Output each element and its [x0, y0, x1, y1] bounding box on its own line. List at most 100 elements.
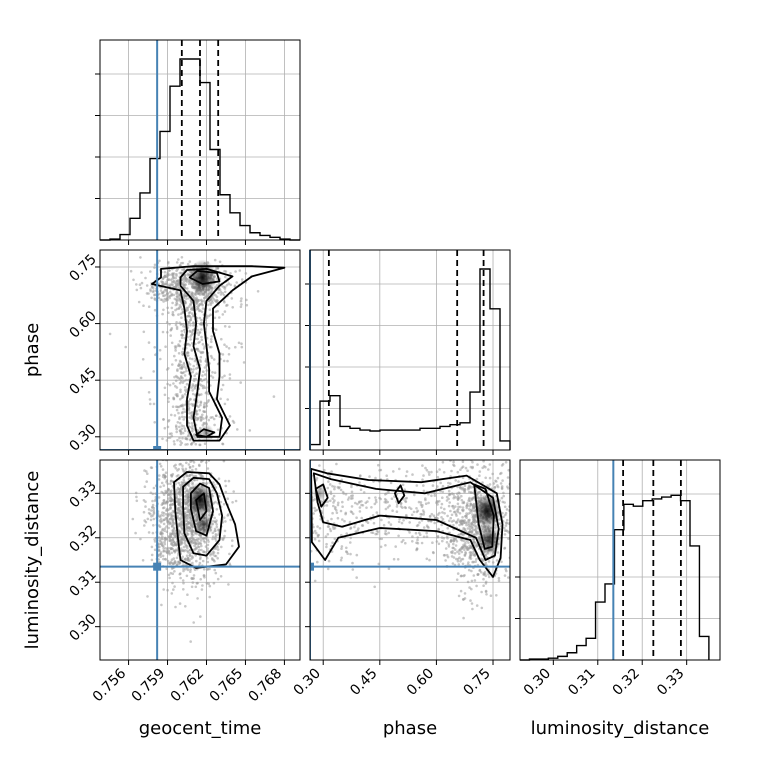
sample-point: [483, 570, 487, 574]
sample-point: [169, 334, 172, 337]
sample-point: [472, 528, 475, 532]
sample-point: [374, 496, 377, 499]
sample-point: [240, 297, 243, 300]
sample-point: [228, 373, 232, 376]
sample-point: [171, 277, 174, 280]
sample-point: [467, 522, 471, 526]
sample-point: [212, 417, 216, 421]
panel-frame: [99, 249, 301, 451]
sample-point: [335, 511, 339, 515]
sample-point: [190, 443, 193, 446]
sample-point: [447, 489, 451, 493]
sample-point: [227, 479, 231, 483]
sample-point: [142, 304, 145, 308]
sample-point: [190, 555, 194, 558]
sample-point: [139, 376, 143, 380]
sample-point: [202, 405, 206, 409]
sample-point: [196, 299, 200, 303]
sample-point: [212, 581, 216, 585]
sample-point: [226, 497, 229, 501]
sample-point: [200, 299, 203, 303]
y-axis-label: luminosity_distance: [22, 471, 43, 650]
sample-point: [213, 316, 217, 320]
sample-point: [169, 455, 172, 458]
sample-point: [158, 539, 162, 542]
sample-point: [339, 488, 343, 492]
sample-point: [312, 512, 316, 515]
sample-point: [164, 557, 167, 561]
sample-point: [441, 460, 445, 464]
sample-point: [444, 559, 447, 562]
sample-point: [165, 321, 169, 324]
sample-point: [192, 364, 195, 368]
sample-point: [340, 533, 343, 537]
sample-point: [240, 303, 243, 306]
sample-point: [179, 531, 182, 534]
sample-point: [487, 575, 491, 579]
sample-point: [161, 475, 165, 479]
sample-point: [179, 390, 182, 394]
sample-point: [456, 492, 459, 496]
sample-point: [182, 295, 186, 299]
sample-point: [171, 529, 175, 533]
sample-point: [404, 474, 408, 478]
sample-point: [440, 502, 444, 506]
sample-point: [171, 405, 175, 409]
sample-point: [180, 333, 183, 337]
sample-point: [187, 354, 190, 357]
sample-point: [394, 545, 398, 548]
sample-point: [194, 342, 197, 346]
sample-point: [167, 497, 170, 500]
sample-point: [182, 481, 185, 485]
sample-point: [430, 470, 433, 474]
sample-point: [197, 542, 201, 545]
sample-point: [164, 489, 167, 493]
sample-point: [372, 521, 376, 525]
sample-point: [232, 421, 236, 424]
sample-point: [214, 310, 218, 314]
sample-point: [174, 605, 177, 609]
sample-point: [466, 450, 469, 453]
sample-point: [203, 296, 206, 300]
sample-point: [161, 541, 164, 545]
sample-point: [172, 397, 176, 401]
sample-point: [185, 297, 188, 301]
sample-point: [167, 311, 170, 315]
sample-point: [178, 381, 182, 385]
sample-point: [179, 510, 183, 513]
sample-point: [179, 440, 182, 443]
panel-frame: [309, 249, 511, 451]
sample-point: [189, 537, 192, 540]
sample-point: [236, 428, 239, 431]
sample-point: [505, 518, 509, 522]
sample-point: [184, 367, 188, 370]
sample-point: [176, 548, 179, 552]
sample-point: [168, 432, 172, 436]
sample-point: [449, 516, 453, 520]
sample-point: [475, 604, 479, 607]
x-tick-label: 0.30: [521, 666, 554, 699]
sample-point: [191, 481, 194, 485]
sample-point: [169, 490, 172, 493]
sample-point: [213, 258, 217, 262]
sample-point: [178, 602, 182, 605]
sample-point: [193, 359, 197, 363]
sample-point: [242, 361, 246, 364]
sample-point: [190, 422, 194, 425]
sample-point: [348, 520, 352, 524]
sample-point: [413, 493, 416, 497]
sample-point: [386, 506, 390, 509]
sample-point: [180, 336, 184, 340]
sample-point: [174, 276, 177, 280]
sample-point: [162, 549, 166, 553]
sample-point: [164, 282, 168, 286]
sample-point: [195, 559, 198, 563]
sample-point: [178, 321, 181, 325]
sample-point: [177, 313, 180, 316]
sample-point: [438, 468, 441, 471]
sample-point: [471, 460, 474, 464]
sample-point: [184, 455, 187, 458]
sample-point: [228, 325, 231, 329]
sample-point: [177, 474, 180, 477]
sample-point: [189, 568, 192, 571]
